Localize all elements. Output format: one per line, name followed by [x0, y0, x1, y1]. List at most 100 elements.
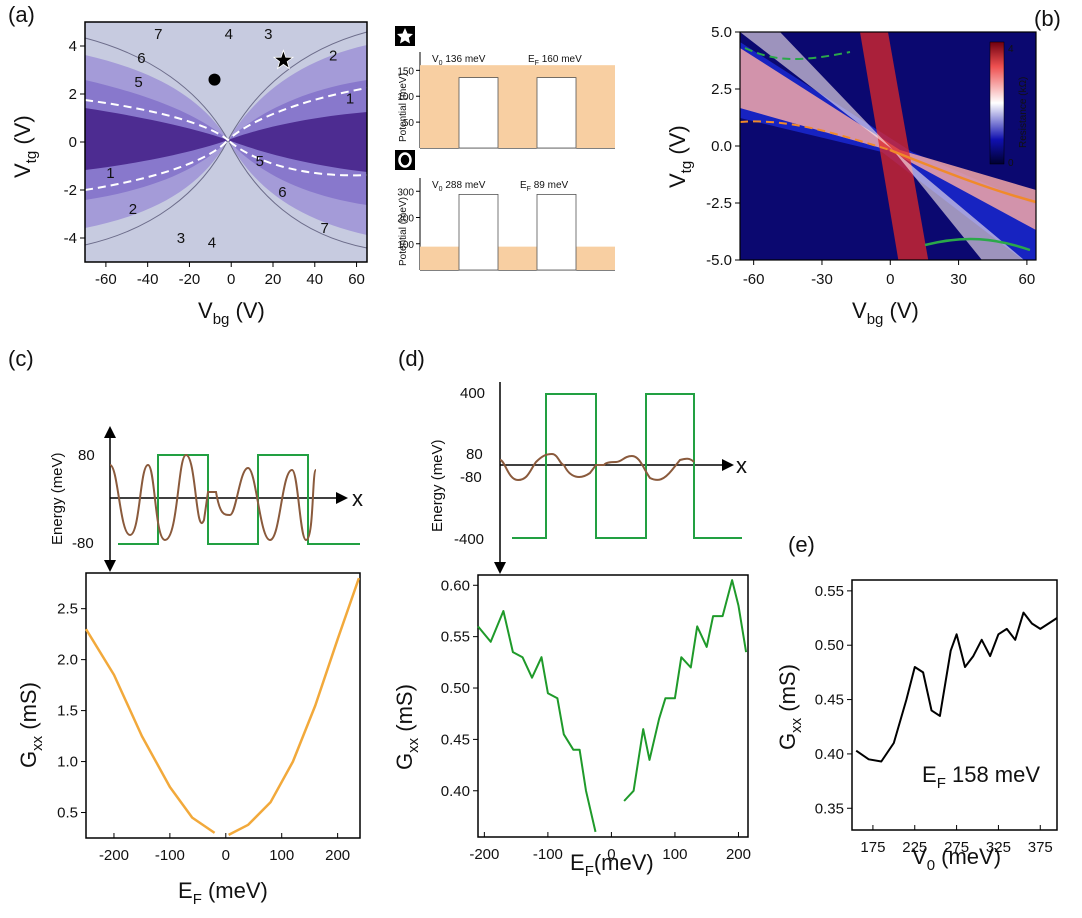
- ytick-label: 0.45: [441, 731, 470, 748]
- c-ylabel-sub: xx: [29, 735, 46, 751]
- xtick-label: 325: [986, 839, 1011, 856]
- c-top-arrow-right: [336, 492, 348, 504]
- map-a-yticks: 4 2 0 -2 -4: [64, 38, 85, 247]
- colorbar-max: 4: [1008, 44, 1014, 55]
- d-xlabel: EF(meV): [570, 850, 654, 880]
- ytick-label: -4: [64, 230, 77, 247]
- xtick-label: -30: [811, 271, 833, 288]
- panel-c-plot: -200 -100 0 100 200 2.5 2.0 1.5 1.0 0.5 EF (meV)…: [16, 572, 361, 908]
- ytick-label: 2: [69, 86, 77, 103]
- barrier: [458, 193, 499, 271]
- contour-label: 5: [256, 153, 264, 170]
- fermi-level-fill: [420, 65, 615, 148]
- colorbar-gradient: [989, 41, 1005, 165]
- contour-line-lower: [85, 139, 367, 249]
- inset-star-potential: 150 100 50 V0 136 meV EF 160 meV Potential…: [395, 26, 615, 149]
- e-ylabel-sub: xx: [788, 717, 805, 733]
- map-b-red-ridge: [860, 32, 929, 260]
- panel-label-c: (c): [8, 346, 34, 371]
- inset-circle-ef-main: E: [520, 180, 527, 191]
- xtick-label: 0: [227, 271, 235, 288]
- d-ylabel-unit: (mS): [392, 684, 417, 738]
- e-xlabel-main: V: [912, 844, 927, 869]
- ytick-label: 1.0: [57, 754, 78, 771]
- map-b-ylabel: Vtg (V): [665, 125, 695, 188]
- c-yticks: 2.5 2.0 1.5 1.0 0.5: [57, 601, 86, 822]
- d-top-arrow-down: [494, 562, 506, 574]
- xtick-label: 225: [902, 839, 927, 856]
- d-xlabel-sub: F: [585, 863, 594, 880]
- d-top-wavefunction: [499, 452, 695, 482]
- c-ylabel-unit: (mS): [16, 682, 41, 736]
- inset-circle-v0-sub: 0: [439, 186, 443, 193]
- d-ylabel: Gxx (mS): [392, 684, 422, 770]
- inset-star-v0-sub: 0: [439, 60, 443, 67]
- map-b-ylabel-sub: tg: [678, 161, 695, 174]
- inset-star-ef-sub: F: [535, 60, 539, 67]
- c-top-ytick-80: 80: [78, 447, 95, 464]
- contour-label: 3: [177, 230, 185, 247]
- circle-legend-icon: [395, 150, 415, 170]
- xtick-label: 0: [222, 847, 230, 864]
- d-top-ytick-minus80: -80: [460, 469, 482, 486]
- xtick-label: 200: [325, 847, 350, 864]
- e-annotation-sub: F: [937, 775, 946, 792]
- panel-label-a: (a): [8, 2, 35, 27]
- d-xticks: -200 -100 0 100 200: [469, 832, 751, 863]
- ytick-label: 0.60: [441, 577, 470, 594]
- inset-star-plot: 150 100 50: [397, 65, 615, 149]
- inset-star-v0-label: V0 136 meV: [432, 54, 486, 67]
- map-a-xlabel-sub: bg: [213, 311, 230, 328]
- c-top-wavefunction: [109, 453, 317, 542]
- contour-band-1: [85, 108, 367, 172]
- c-top-arrow-up: [104, 426, 116, 438]
- map-b-ylabel-unit: (V): [665, 125, 690, 160]
- c-xticks: -200 -100 0 100 200: [99, 833, 350, 864]
- xtick-label: 100: [662, 846, 687, 863]
- colorbar-label: Resistance (kΩ): [1018, 77, 1029, 148]
- inset-star-ef-text: 160 meV: [539, 54, 582, 65]
- map-b-xticks: -60 -30 0 30 60: [743, 260, 1035, 288]
- series-Gxx: [855, 611, 1058, 763]
- xtick-label: 100: [269, 847, 294, 864]
- c-ylabel-main: G: [16, 751, 41, 768]
- d-top-ytick-400: 400: [460, 385, 485, 402]
- d-plot-frame: [477, 574, 749, 838]
- e-yticks: 0.55 0.50 0.45 0.40 0.35: [815, 583, 852, 817]
- d-ylabel-main: G: [392, 753, 417, 770]
- map-b-orange-solid: [889, 148, 1036, 204]
- e-ylabel: Gxx (mS): [775, 664, 805, 750]
- inset-ytick-label: 100: [397, 92, 414, 103]
- xtick-label: 20: [265, 271, 282, 288]
- e-xticks: 175 225 275 325 375: [860, 825, 1053, 856]
- e-plot-frame: [851, 579, 1058, 831]
- series-positive: [623, 579, 748, 802]
- xtick-label: 275: [944, 839, 969, 856]
- inset-star-ylabel: Potential (meV): [398, 73, 409, 142]
- d-top-potential-steps: [512, 393, 742, 539]
- star-legend-icon: [395, 26, 415, 46]
- e-annotation-main: E: [922, 762, 937, 787]
- map-b-xlabel-main: V: [852, 298, 867, 323]
- c-series: [84, 577, 361, 837]
- map-b-pale-wedge-upper: [740, 32, 893, 150]
- contour-band-2: [85, 80, 367, 205]
- e-series: [855, 611, 1058, 763]
- ytick-label: 0: [69, 134, 77, 151]
- inset-circle-plot: 300 200 100: [397, 187, 615, 271]
- e-xlabel-unit: (meV): [935, 844, 1001, 869]
- c-xlabel-sub: F: [193, 891, 202, 908]
- ytick-label: 5.0: [711, 24, 732, 41]
- panel-e-plot: 175 225 275 325 375 0.55 0.50 0.45 0.40 0.35 EF …: [775, 579, 1058, 874]
- ytick-label: 0.40: [441, 783, 470, 800]
- contour-label: 4: [225, 26, 233, 43]
- ytick-label: 2.5: [57, 601, 78, 618]
- dashed-boundary-upper: [85, 87, 367, 142]
- marker-star: [272, 49, 295, 70]
- c-xlabel: EF (meV): [178, 878, 268, 908]
- barrier: [536, 193, 577, 271]
- inset-circle-v0-main: V: [432, 180, 439, 191]
- xtick-label: -200: [99, 847, 129, 864]
